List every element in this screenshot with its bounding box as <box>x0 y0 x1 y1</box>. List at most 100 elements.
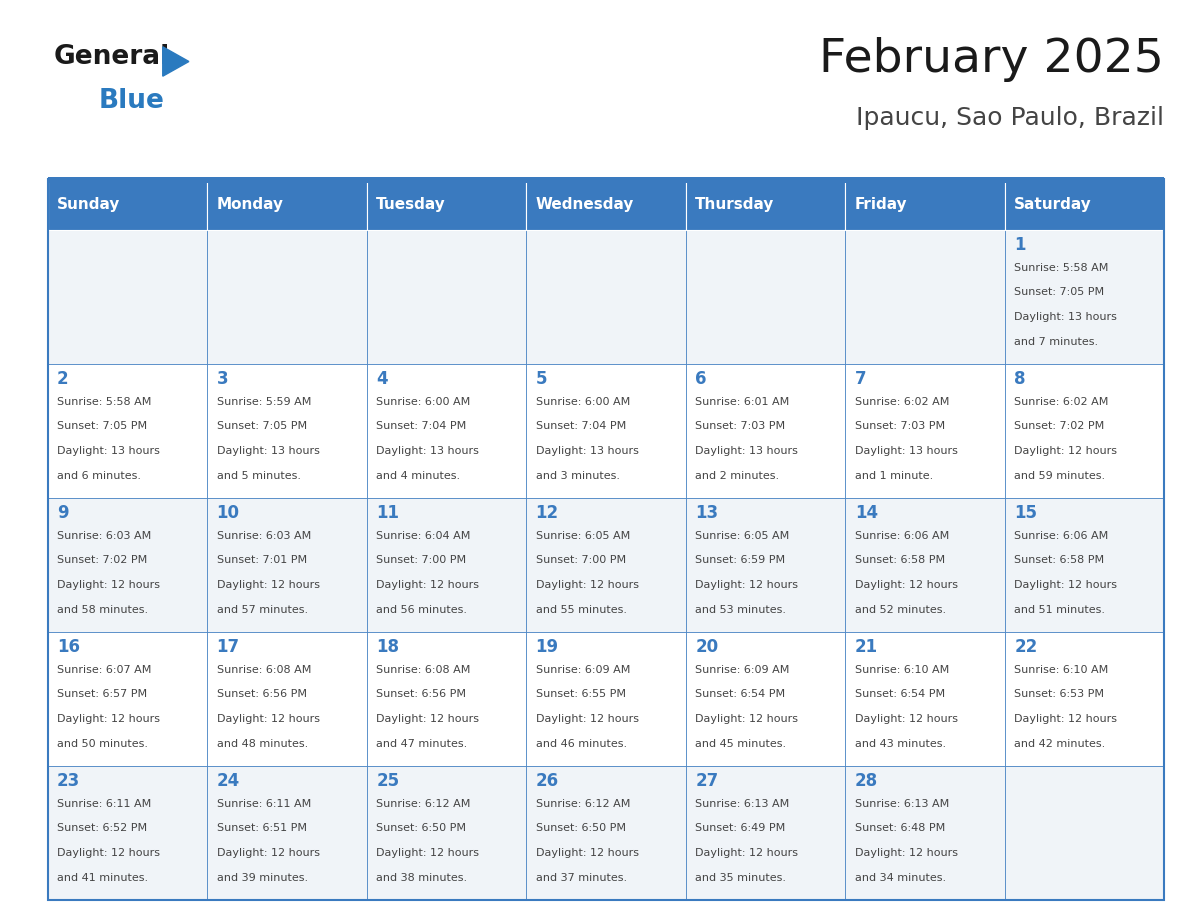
Text: 16: 16 <box>57 638 80 656</box>
Text: Sunrise: 6:02 AM: Sunrise: 6:02 AM <box>854 397 949 407</box>
FancyBboxPatch shape <box>367 230 526 364</box>
Text: Sunset: 7:00 PM: Sunset: 7:00 PM <box>377 555 466 565</box>
FancyBboxPatch shape <box>845 498 1005 632</box>
Text: Daylight: 12 hours: Daylight: 12 hours <box>1015 580 1117 590</box>
Text: Sunrise: 6:13 AM: Sunrise: 6:13 AM <box>854 799 949 809</box>
Text: Sunrise: 6:03 AM: Sunrise: 6:03 AM <box>57 531 151 541</box>
Text: 20: 20 <box>695 638 719 656</box>
Text: Daylight: 12 hours: Daylight: 12 hours <box>57 848 160 858</box>
Text: and 53 minutes.: and 53 minutes. <box>695 605 786 615</box>
Text: Sunrise: 5:58 AM: Sunrise: 5:58 AM <box>57 397 151 407</box>
FancyBboxPatch shape <box>48 177 1164 183</box>
Text: Sunrise: 6:08 AM: Sunrise: 6:08 AM <box>216 665 311 675</box>
Text: Sunset: 6:52 PM: Sunset: 6:52 PM <box>57 823 147 834</box>
Text: Sunrise: 6:10 AM: Sunrise: 6:10 AM <box>854 665 949 675</box>
FancyBboxPatch shape <box>845 230 1005 364</box>
Text: 18: 18 <box>377 638 399 656</box>
Text: Daylight: 12 hours: Daylight: 12 hours <box>1015 446 1117 456</box>
Text: and 43 minutes.: and 43 minutes. <box>854 739 946 749</box>
Text: Sunset: 7:03 PM: Sunset: 7:03 PM <box>695 421 785 431</box>
Text: and 39 minutes.: and 39 minutes. <box>216 873 308 883</box>
Text: Ipaucu, Sao Paulo, Brazil: Ipaucu, Sao Paulo, Brazil <box>857 106 1164 129</box>
Text: and 47 minutes.: and 47 minutes. <box>377 739 467 749</box>
Text: Sunset: 6:59 PM: Sunset: 6:59 PM <box>695 555 785 565</box>
FancyBboxPatch shape <box>845 179 1005 230</box>
Text: and 52 minutes.: and 52 minutes. <box>854 605 946 615</box>
Text: Sunrise: 6:05 AM: Sunrise: 6:05 AM <box>695 531 790 541</box>
Text: Tuesday: Tuesday <box>377 196 446 212</box>
FancyBboxPatch shape <box>367 498 526 632</box>
FancyBboxPatch shape <box>845 632 1005 766</box>
FancyBboxPatch shape <box>1005 498 1164 632</box>
Text: Sunrise: 6:03 AM: Sunrise: 6:03 AM <box>216 531 311 541</box>
Text: 12: 12 <box>536 504 558 522</box>
Text: 9: 9 <box>57 504 69 522</box>
Text: and 4 minutes.: and 4 minutes. <box>377 471 460 481</box>
Text: Sunrise: 6:12 AM: Sunrise: 6:12 AM <box>536 799 630 809</box>
Text: Sunset: 6:51 PM: Sunset: 6:51 PM <box>216 823 307 834</box>
Text: and 3 minutes.: and 3 minutes. <box>536 471 620 481</box>
Text: 23: 23 <box>57 772 81 790</box>
Text: Sunset: 6:50 PM: Sunset: 6:50 PM <box>536 823 626 834</box>
Text: and 37 minutes.: and 37 minutes. <box>536 873 627 883</box>
FancyBboxPatch shape <box>526 179 685 230</box>
Text: Sunset: 6:50 PM: Sunset: 6:50 PM <box>377 823 466 834</box>
Text: Daylight: 13 hours: Daylight: 13 hours <box>57 446 160 456</box>
Text: Sunrise: 6:11 AM: Sunrise: 6:11 AM <box>216 799 311 809</box>
FancyBboxPatch shape <box>207 179 367 230</box>
Text: 15: 15 <box>1015 504 1037 522</box>
FancyBboxPatch shape <box>526 498 685 632</box>
Text: Saturday: Saturday <box>1015 196 1092 212</box>
Text: Sunrise: 6:11 AM: Sunrise: 6:11 AM <box>57 799 151 809</box>
Text: Sunrise: 6:00 AM: Sunrise: 6:00 AM <box>377 397 470 407</box>
Text: Sunset: 6:56 PM: Sunset: 6:56 PM <box>216 689 307 700</box>
Text: and 57 minutes.: and 57 minutes. <box>216 605 308 615</box>
Text: Sunset: 6:56 PM: Sunset: 6:56 PM <box>377 689 466 700</box>
FancyBboxPatch shape <box>685 230 845 364</box>
FancyBboxPatch shape <box>685 364 845 498</box>
FancyBboxPatch shape <box>367 632 526 766</box>
FancyBboxPatch shape <box>207 364 367 498</box>
Text: Sunset: 6:55 PM: Sunset: 6:55 PM <box>536 689 626 700</box>
Text: Sunset: 6:53 PM: Sunset: 6:53 PM <box>1015 689 1105 700</box>
Text: Daylight: 12 hours: Daylight: 12 hours <box>216 714 320 724</box>
Text: Daylight: 12 hours: Daylight: 12 hours <box>216 848 320 858</box>
Text: and 38 minutes.: and 38 minutes. <box>377 873 467 883</box>
Text: 2: 2 <box>57 370 69 388</box>
FancyBboxPatch shape <box>207 230 367 364</box>
FancyBboxPatch shape <box>367 766 526 900</box>
Text: Sunrise: 6:13 AM: Sunrise: 6:13 AM <box>695 799 790 809</box>
Text: Sunset: 7:05 PM: Sunset: 7:05 PM <box>216 421 307 431</box>
Text: Sunrise: 6:02 AM: Sunrise: 6:02 AM <box>1015 397 1108 407</box>
Text: and 1 minute.: and 1 minute. <box>854 471 933 481</box>
Text: Sunrise: 6:01 AM: Sunrise: 6:01 AM <box>695 397 790 407</box>
Text: 19: 19 <box>536 638 558 656</box>
Text: Sunset: 6:58 PM: Sunset: 6:58 PM <box>854 555 944 565</box>
Text: General: General <box>53 44 170 70</box>
Text: Daylight: 12 hours: Daylight: 12 hours <box>57 714 160 724</box>
FancyBboxPatch shape <box>207 766 367 900</box>
Text: Sunrise: 6:09 AM: Sunrise: 6:09 AM <box>536 665 630 675</box>
Text: 5: 5 <box>536 370 548 388</box>
Text: and 35 minutes.: and 35 minutes. <box>695 873 786 883</box>
Text: Daylight: 12 hours: Daylight: 12 hours <box>695 580 798 590</box>
Text: Daylight: 12 hours: Daylight: 12 hours <box>536 714 639 724</box>
FancyBboxPatch shape <box>526 766 685 900</box>
FancyBboxPatch shape <box>48 364 207 498</box>
Text: and 5 minutes.: and 5 minutes. <box>216 471 301 481</box>
Text: 22: 22 <box>1015 638 1037 656</box>
Text: Sunset: 6:54 PM: Sunset: 6:54 PM <box>854 689 944 700</box>
Text: Sunrise: 6:04 AM: Sunrise: 6:04 AM <box>377 531 470 541</box>
Text: Sunset: 7:01 PM: Sunset: 7:01 PM <box>216 555 307 565</box>
Text: Sunrise: 5:58 AM: Sunrise: 5:58 AM <box>1015 263 1108 273</box>
Text: Sunset: 6:58 PM: Sunset: 6:58 PM <box>1015 555 1105 565</box>
Text: Blue: Blue <box>99 88 164 114</box>
Text: 27: 27 <box>695 772 719 790</box>
FancyBboxPatch shape <box>48 179 207 230</box>
Text: and 55 minutes.: and 55 minutes. <box>536 605 627 615</box>
Text: Daylight: 12 hours: Daylight: 12 hours <box>377 714 479 724</box>
Text: Sunset: 7:02 PM: Sunset: 7:02 PM <box>1015 421 1105 431</box>
Text: and 41 minutes.: and 41 minutes. <box>57 873 148 883</box>
Text: Sunrise: 6:00 AM: Sunrise: 6:00 AM <box>536 397 630 407</box>
Text: Sunday: Sunday <box>57 196 120 212</box>
